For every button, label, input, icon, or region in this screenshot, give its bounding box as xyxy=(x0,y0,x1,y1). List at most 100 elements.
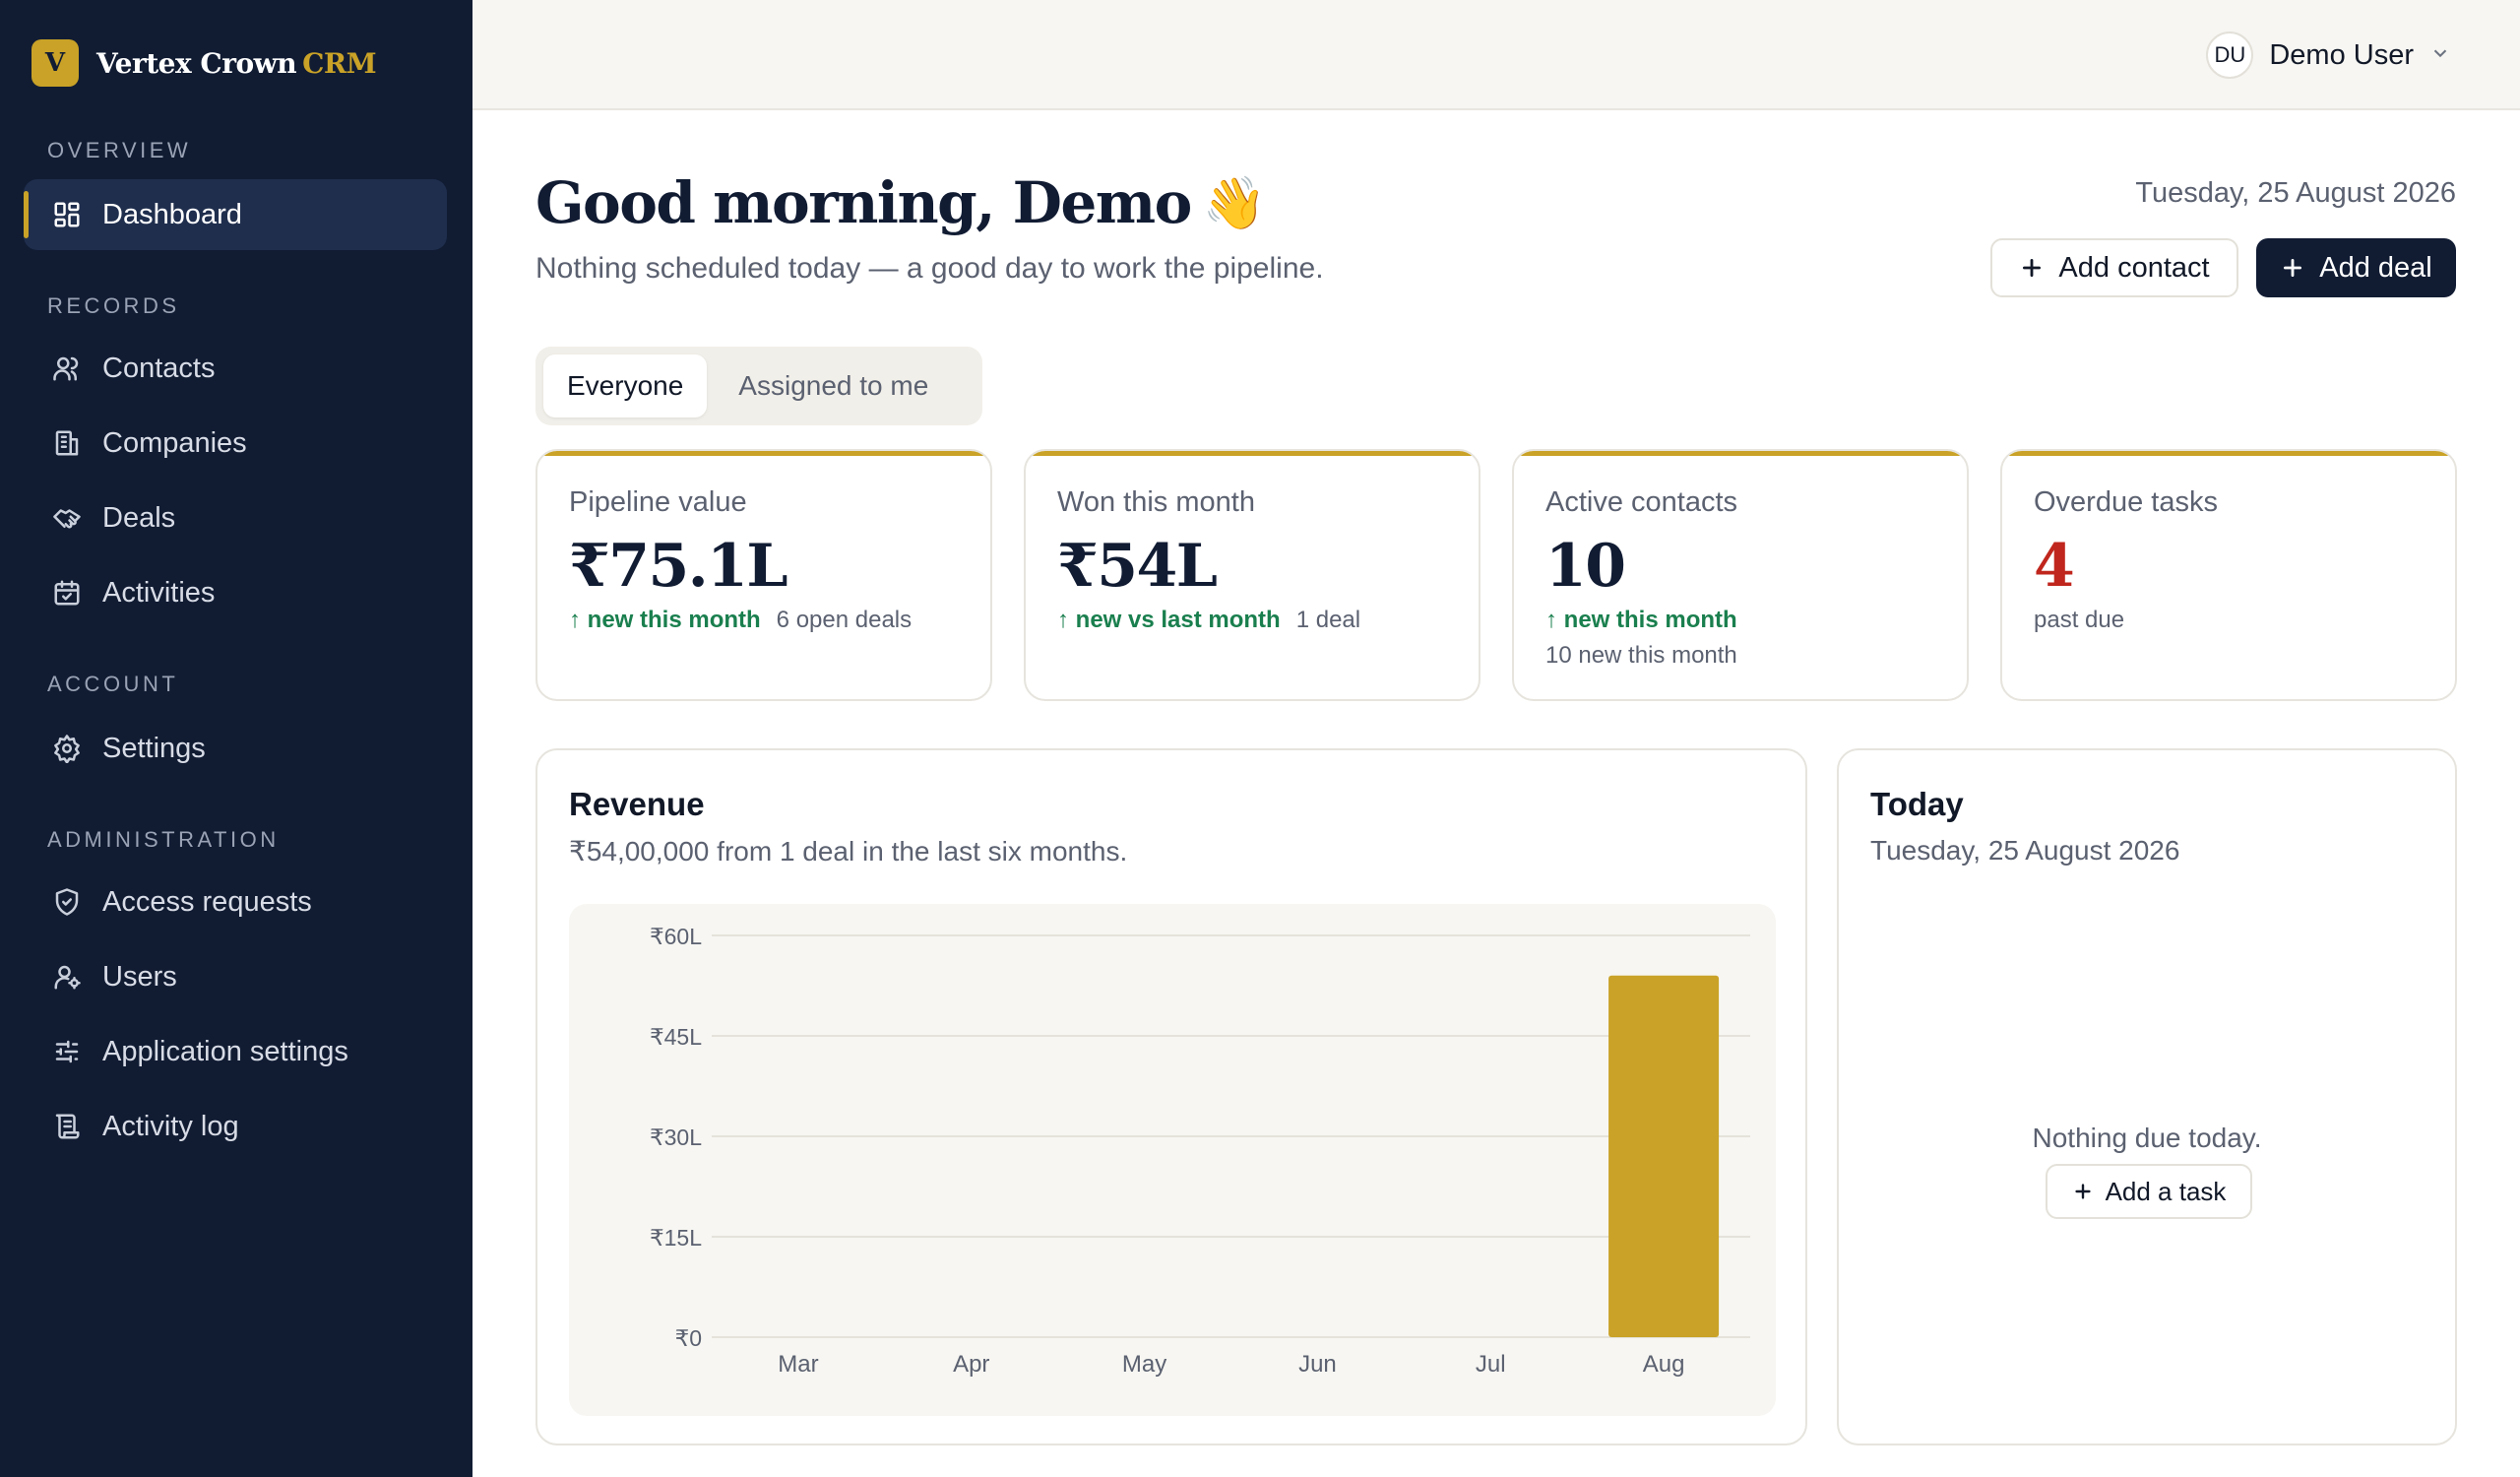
tab-everyone[interactable]: Everyone xyxy=(543,354,708,417)
user-menu[interactable]: DU Demo User xyxy=(2206,32,2451,79)
sidebar-item-label: Activities xyxy=(102,576,216,609)
gear-icon xyxy=(51,733,83,764)
kpi-note: 10 new this month xyxy=(1545,642,1737,669)
section-label-overview: OVERVIEW xyxy=(47,138,192,162)
sidebar-item-deals[interactable]: Deals xyxy=(24,482,447,553)
revenue-card: Revenue ₹54,00,000 from 1 deal in the la… xyxy=(536,748,1807,1445)
plus-icon xyxy=(2023,259,2042,277)
sidebar-item-label: Contacts xyxy=(102,352,216,384)
brand[interactable]: V Vertex Crown CRM xyxy=(32,39,377,87)
y-tick-label: ₹60L xyxy=(650,924,702,949)
add-deal-label: Add deal xyxy=(2319,251,2432,284)
sliders-icon xyxy=(51,1036,83,1067)
kpi-card-won-this-month[interactable]: Won this month ₹54L ↑ new vs last month … xyxy=(1024,449,1480,701)
sidebar-item-label: Settings xyxy=(102,732,206,764)
x-tick-label: Aug xyxy=(1643,1351,1685,1378)
kpi-note: past due xyxy=(2034,607,2125,633)
x-tick-label: Apr xyxy=(953,1351,989,1378)
shield-check-icon xyxy=(51,886,83,918)
page-title: Good morning, Demo 👋 xyxy=(536,169,1267,236)
x-tick-label: Jun xyxy=(1298,1351,1337,1378)
today-title: Today xyxy=(1870,786,1964,822)
today-card: Today Tuesday, 25 August 2026 Nothing du… xyxy=(1837,748,2457,1445)
add-task-button[interactable]: Add a task xyxy=(2046,1164,2252,1219)
sidebar-item-label: Companies xyxy=(102,426,247,459)
sidebar-item-activities[interactable]: Activities xyxy=(24,557,447,628)
users-icon xyxy=(51,353,83,384)
kpi-trend: ↑ new vs last month xyxy=(1057,607,1281,633)
page-subtitle: Nothing scheduled today — a good day to … xyxy=(536,252,1324,285)
plus-icon xyxy=(2284,259,2302,277)
tab-assigned-to-me[interactable]: Assigned to me xyxy=(738,370,929,401)
kpi-note: 1 deal xyxy=(1295,607,1361,633)
greeting-text: Good morning, Demo xyxy=(536,169,1192,236)
revenue-bar[interactable] xyxy=(1608,975,1720,1337)
add-task-label: Add a task xyxy=(2105,1176,2227,1206)
revenue-chart-svg: ₹0 ₹15L ₹30L ₹45L ₹60L Mar Apr May Jun Jul Aug xyxy=(650,924,1750,1378)
x-tick-label: Jul xyxy=(1476,1351,1506,1378)
kpi-value: 10 xyxy=(1545,532,1626,601)
kpi-card-pipeline-value[interactable]: Pipeline value ₹75.1L ↑ new this month 6… xyxy=(536,449,992,701)
brand-logo: V xyxy=(32,39,79,87)
calendar-check-icon xyxy=(51,577,83,609)
x-tick-label: May xyxy=(1122,1351,1166,1378)
handshake-icon xyxy=(51,502,83,534)
kpi-meta: past due xyxy=(2034,607,2124,634)
revenue-chart: ₹0 ₹15L ₹30L ₹45L ₹60L Mar Apr May Jun Jul Aug xyxy=(569,904,1776,1416)
brand-name-accent: CRM xyxy=(302,46,377,80)
kpi-trend: ↑ new this month xyxy=(1545,607,1737,633)
sidebar-item-access-requests[interactable]: Access requests xyxy=(24,867,447,937)
sidebar-item-label: Access requests xyxy=(102,885,312,918)
plus-icon xyxy=(2074,1184,2091,1199)
sidebar-item-label: Deals xyxy=(102,501,176,534)
sidebar-item-activity-log[interactable]: Activity log xyxy=(24,1091,447,1162)
sidebar-item-contacts[interactable]: Contacts xyxy=(24,333,447,404)
user-name: Demo User xyxy=(2269,38,2414,71)
kpi-value: ₹54L xyxy=(1057,532,1218,601)
chevron-down-icon xyxy=(2429,42,2451,69)
kpi-trend: ↑ new this month xyxy=(569,607,761,633)
sidebar-item-companies[interactable]: Companies xyxy=(24,408,447,479)
sidebar-item-label: Application settings xyxy=(102,1035,348,1067)
avatar: DU xyxy=(2206,32,2254,79)
building-icon xyxy=(51,427,83,459)
kpi-value: ₹75.1L xyxy=(569,532,788,601)
user-cog-icon xyxy=(51,961,83,993)
sidebar-item-label: Users xyxy=(102,960,177,993)
sidebar-item-users[interactable]: Users xyxy=(24,941,447,1012)
add-contact-label: Add contact xyxy=(2058,251,2210,284)
add-deal-button[interactable]: Add deal xyxy=(2256,238,2456,297)
empty-state-text: Nothing due today. xyxy=(2032,1123,2262,1153)
y-tick-label: ₹30L xyxy=(650,1124,702,1150)
y-tick-label: ₹0 xyxy=(675,1325,702,1351)
today-date: Tuesday, 25 August 2026 xyxy=(1870,835,2180,866)
current-date: Tuesday, 25 August 2026 xyxy=(2135,177,2456,209)
x-tick-label: Mar xyxy=(778,1351,818,1378)
sidebar-item-label: Dashboard xyxy=(102,198,242,230)
section-label-account: ACCOUNT xyxy=(47,672,179,696)
y-tick-label: ₹15L xyxy=(650,1225,702,1251)
kpi-card-active-contacts[interactable]: Active contacts 10 ↑ new this month 10 n… xyxy=(1512,449,1969,701)
sidebar: V Vertex Crown CRM OVERVIEW Dashboard REC… xyxy=(0,0,472,1477)
kpi-meta: ↑ new this month 6 open deals xyxy=(569,607,912,634)
section-label-records: RECORDS xyxy=(47,293,180,318)
kpi-label: Overdue tasks xyxy=(2034,486,2218,518)
waving-hand-emoji: 👋 xyxy=(1202,172,1267,233)
kpi-label: Active contacts xyxy=(1545,486,1738,518)
brand-name: Vertex Crown CRM xyxy=(96,46,377,80)
kpi-label: Pipeline value xyxy=(569,486,747,518)
kpi-note: 6 open deals xyxy=(776,607,913,633)
sidebar-item-application-settings[interactable]: Application settings xyxy=(24,1016,447,1087)
revenue-subtitle: ₹54,00,000 from 1 deal in the last six m… xyxy=(569,836,1128,867)
kpi-meta: ↑ new vs last month 1 deal xyxy=(1057,607,1360,634)
sidebar-item-dashboard[interactable]: Dashboard xyxy=(24,179,447,250)
owner-filter: Everyone Assigned to me xyxy=(536,347,982,425)
kpi-value: 4 xyxy=(2034,532,2075,601)
kpi-card-overdue-tasks[interactable]: Overdue tasks 4 past due xyxy=(2000,449,2457,701)
add-contact-button[interactable]: Add contact xyxy=(1990,238,2238,297)
brand-name-text: Vertex Crown xyxy=(96,46,297,80)
sidebar-item-settings[interactable]: Settings xyxy=(24,713,447,784)
kpi-meta: ↑ new this month xyxy=(1545,607,1737,634)
dashboard-icon xyxy=(51,199,83,230)
revenue-title: Revenue xyxy=(569,786,705,822)
